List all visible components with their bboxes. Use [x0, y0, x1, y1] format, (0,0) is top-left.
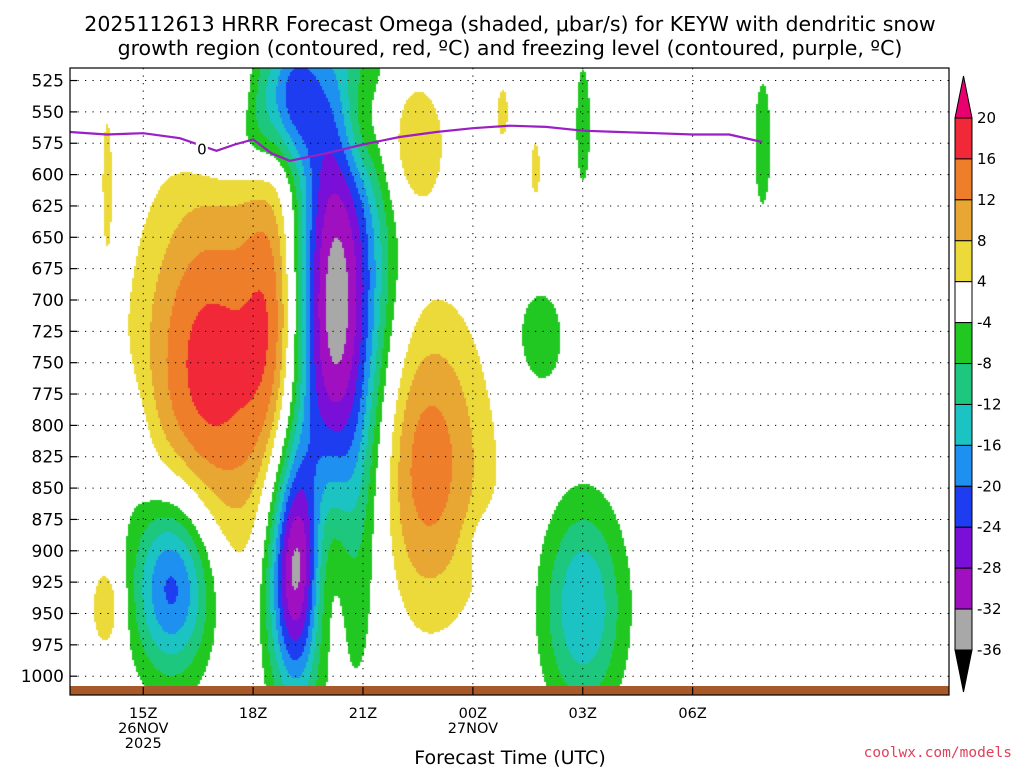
colorbar-tick-label: -12 [977, 395, 1002, 413]
y-tick-label: 525 [32, 72, 64, 92]
x-tick-label: 27NOV [448, 721, 498, 737]
y-tick-label: 575 [32, 134, 64, 154]
colorbar-swatch [954, 608, 973, 651]
y-tick-label: 775 [32, 385, 64, 405]
colorbar-swatch [954, 444, 973, 487]
colorbar-swatch [954, 117, 973, 160]
colorbar-swatch [954, 403, 973, 446]
colorbar-swatch [954, 158, 973, 201]
y-tick-label: 550 [32, 103, 64, 123]
freezing-level-label: 0 [197, 141, 207, 159]
y-tick-label: 700 [32, 291, 64, 311]
y-axis: 525 550 575 600 625 650 675 700 725 750 775 800 825 8… [21, 72, 77, 687]
colorbar-swatch [954, 485, 973, 528]
credit-text: coolwx.com/models [864, 745, 1012, 761]
colorbar-tick-label: 8 [977, 232, 987, 250]
colorbar-tick-label: -16 [977, 436, 1002, 454]
plot-frame [69, 67, 950, 696]
colorbar-tick-label: -8 [977, 355, 992, 373]
x-tick-label: 03Z [569, 706, 597, 722]
y-tick-label: 975 [32, 636, 64, 656]
y-tick-label: 950 [32, 604, 64, 624]
y-tick-label: 925 [32, 573, 64, 593]
x-tick-label: 2025 [125, 736, 162, 752]
colorbar-tick-label: -4 [977, 314, 992, 332]
ground-surface [70, 686, 949, 695]
colorbar-top-arrow [954, 75, 973, 119]
colorbar-tick-label: -28 [977, 559, 1002, 577]
chart-title-line1: 2025112613 HRRR Forecast Omega (shaded, … [84, 12, 935, 36]
x-tick-label: 18Z [239, 706, 267, 722]
y-tick-label: 825 [32, 448, 64, 468]
colorbar-tick-label: 16 [977, 150, 996, 168]
y-tick-label: 725 [32, 322, 64, 342]
chart-title-line2: growth region (contoured, red, ºC) and f… [118, 36, 903, 60]
y-tick-label: 850 [32, 479, 64, 499]
x-tick-label: 15Z [129, 706, 157, 722]
colorbar-swatch [954, 199, 973, 242]
y-tick-label: 625 [32, 197, 64, 217]
colorbar-swatch [954, 281, 973, 324]
colorbar: 20 16 12 8 4 -4 -8 -12 -16 -20 -24 -28 -32 -36 [954, 75, 1002, 693]
x-tick-label: 06Z [678, 706, 706, 722]
colorbar-tick-label: -36 [977, 641, 1002, 659]
y-tick-label: 1000 [21, 667, 64, 687]
x-tick-label: 00Z [459, 706, 487, 722]
colorbar-swatch [954, 240, 973, 283]
colorbar-swatch [954, 322, 973, 365]
colorbar-tick-label: -20 [977, 477, 1002, 495]
y-tick-label: 750 [32, 354, 64, 374]
colorbar-tick-label: -24 [977, 518, 1002, 536]
colorbar-bottom-arrow [954, 649, 973, 693]
colorbar-tick-label: 12 [977, 191, 996, 209]
x-tick-label: 26NOV [118, 721, 168, 737]
colorbar-tick-label: -32 [977, 600, 1002, 618]
y-tick-label: 875 [32, 510, 64, 530]
colorbar-swatch [954, 526, 973, 569]
y-tick-label: 650 [32, 228, 64, 248]
x-axis-label: Forecast Time (UTC) [414, 747, 605, 768]
x-tick-label: 21Z [349, 706, 377, 722]
colorbar-swatch [954, 567, 973, 610]
colorbar-tick-label: 4 [977, 273, 987, 291]
y-tick-label: 800 [32, 416, 64, 436]
y-tick-label: 600 [32, 166, 64, 186]
freezing-level-label-background [195, 142, 208, 158]
colorbar-swatch [954, 363, 973, 405]
omega-shaded-field [70, 68, 949, 695]
y-tick-label: 900 [32, 542, 64, 562]
y-tick-label: 675 [32, 260, 64, 280]
colorbar-tick-label: 20 [977, 109, 996, 127]
